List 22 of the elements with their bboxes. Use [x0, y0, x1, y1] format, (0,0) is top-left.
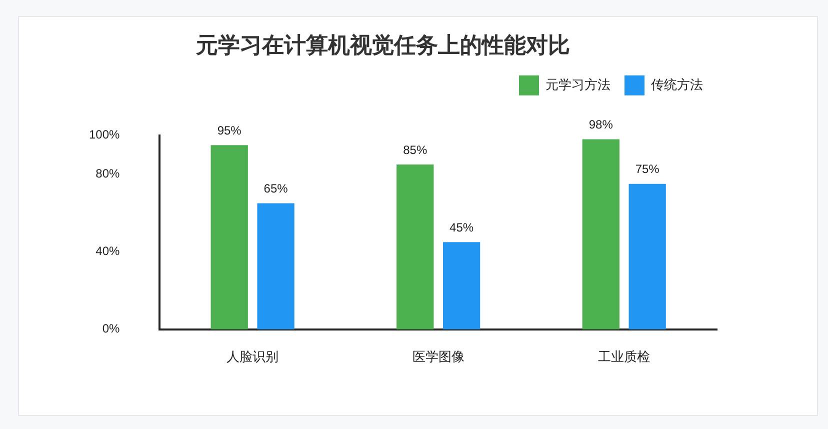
data-label: 95%: [217, 123, 242, 138]
x-tick-label: 人脸识别: [226, 348, 279, 364]
data-label: 65%: [264, 182, 288, 196]
chart-title: 元学习在计算机视觉任务上的性能对比: [195, 32, 570, 58]
bar: [442, 242, 480, 330]
data-label: 75%: [635, 162, 660, 176]
bar: [628, 184, 666, 330]
y-tick-label: 40%: [96, 244, 120, 258]
y-tick-label: 0%: [102, 322, 120, 336]
x-tick-label: 工业质检: [598, 348, 650, 364]
bar: [210, 145, 248, 330]
bar: [257, 203, 294, 330]
data-label: 85%: [403, 142, 428, 157]
data-label: 45%: [450, 220, 474, 234]
bar: [582, 139, 620, 330]
bar: [396, 164, 434, 330]
legend-label: 传统方法: [651, 76, 703, 92]
legend-label: 元学习方法: [546, 76, 610, 92]
x-tick-label: 医学图像: [412, 348, 464, 364]
data-label: 98%: [588, 118, 614, 132]
y-tick-label: 100%: [88, 128, 120, 142]
y-tick-label: 80%: [96, 166, 120, 181]
